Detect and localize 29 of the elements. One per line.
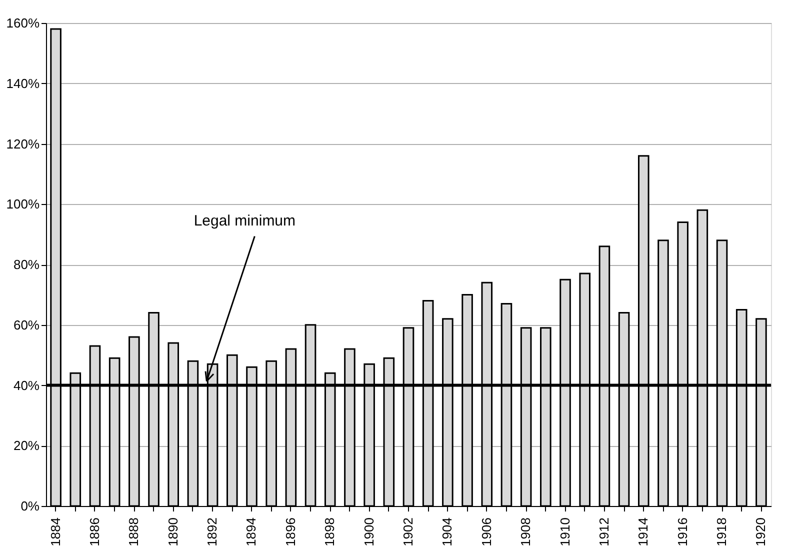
- x-tick-label: 1886: [86, 518, 102, 546]
- x-tick-label: 1920: [753, 518, 768, 546]
- y-tick-label: 40%: [13, 378, 40, 393]
- y-tick-label: 0%: [20, 498, 40, 514]
- y-tick-label: 100%: [6, 196, 40, 212]
- y-tick-label: 60%: [13, 317, 40, 332]
- x-tick-label: 1902: [400, 518, 416, 546]
- x-tick-label: 1894: [244, 518, 259, 546]
- y-tick-label: 120%: [6, 136, 40, 152]
- y-tick-label: 160%: [6, 16, 40, 30]
- y-tick-label: 80%: [13, 257, 40, 272]
- x-tick-label: 1906: [478, 518, 494, 546]
- y-tick-label: 20%: [13, 438, 40, 454]
- x-tick-label: 1916: [674, 518, 690, 546]
- x-tick-label: 1912: [596, 518, 612, 546]
- x-tick-label: 1888: [126, 518, 142, 546]
- x-tick-label: 1904: [440, 518, 455, 546]
- x-tick-label: 1914: [636, 518, 651, 546]
- ref-line-label: Legal minimum: [194, 212, 296, 230]
- x-tick-label: 1898: [322, 518, 338, 546]
- x-tick-label: 1890: [165, 518, 180, 546]
- x-tick-label: 1910: [557, 518, 572, 546]
- x-tick-label: 1908: [518, 518, 534, 546]
- y-tick-label: 140%: [6, 76, 40, 91]
- x-tick-label: 1884: [48, 518, 63, 546]
- x-tick-label: 1918: [714, 518, 730, 546]
- x-tick-label: 1896: [282, 518, 298, 546]
- x-tick-label: 1900: [361, 518, 376, 546]
- x-tick-label: 1892: [204, 518, 220, 546]
